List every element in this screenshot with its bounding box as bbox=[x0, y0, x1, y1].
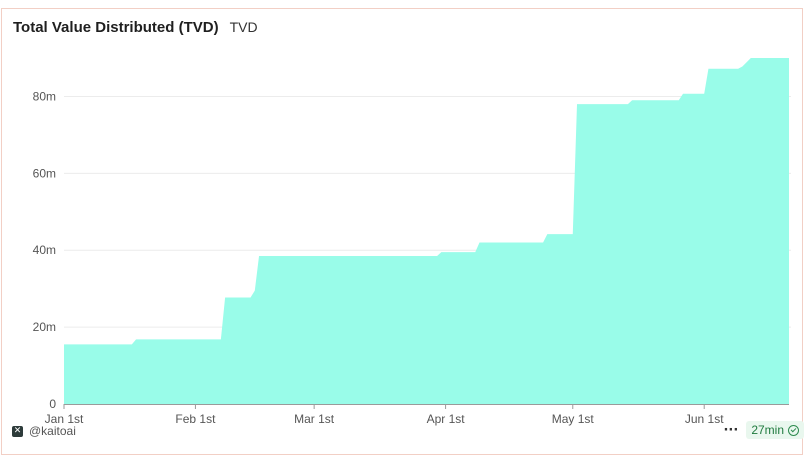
x-tick-label: May 1st bbox=[552, 412, 595, 426]
x-tick-label: Apr 1st bbox=[427, 412, 466, 426]
last-updated-text: 27min bbox=[751, 423, 784, 437]
x-tick-label: Jan 1st bbox=[45, 412, 84, 426]
y-tick-label: 60m bbox=[33, 166, 56, 180]
x-tick-label: Jun 1st bbox=[685, 412, 724, 426]
area-series-0 bbox=[64, 58, 789, 404]
chart-header: Total Value Distributed (TVD) TVD bbox=[13, 19, 258, 37]
footer-handle[interactable]: @kaitoai bbox=[29, 424, 76, 438]
y-tick-label: 0 bbox=[49, 397, 56, 411]
footer-brand[interactable]: ✕ @kaitoai bbox=[12, 424, 76, 438]
footer-actions: ··· 27min bbox=[723, 421, 804, 439]
y-tick-labels: 0 20m 40m 60m 80m bbox=[33, 89, 57, 411]
chart-subtitle: TVD bbox=[229, 19, 258, 35]
check-circle-icon bbox=[788, 424, 799, 436]
area-series bbox=[64, 58, 789, 404]
last-updated-badge: 27min bbox=[746, 421, 804, 439]
y-tick-label: 20m bbox=[33, 320, 56, 334]
y-tick-label: 40m bbox=[33, 243, 56, 257]
y-tick-label: 80m bbox=[33, 89, 56, 103]
x-tick-label: Feb 1st bbox=[175, 412, 216, 426]
axes bbox=[63, 404, 789, 409]
x-tick-labels: Jan 1st Feb 1st Mar 1st Apr 1st May 1st Jun 1… bbox=[45, 412, 725, 426]
more-options-icon[interactable]: ··· bbox=[723, 422, 739, 438]
x-tick-label: Mar 1st bbox=[294, 412, 335, 426]
chart-title: Total Value Distributed (TVD) bbox=[13, 19, 219, 36]
kaito-logo-icon: ✕ bbox=[12, 425, 23, 437]
